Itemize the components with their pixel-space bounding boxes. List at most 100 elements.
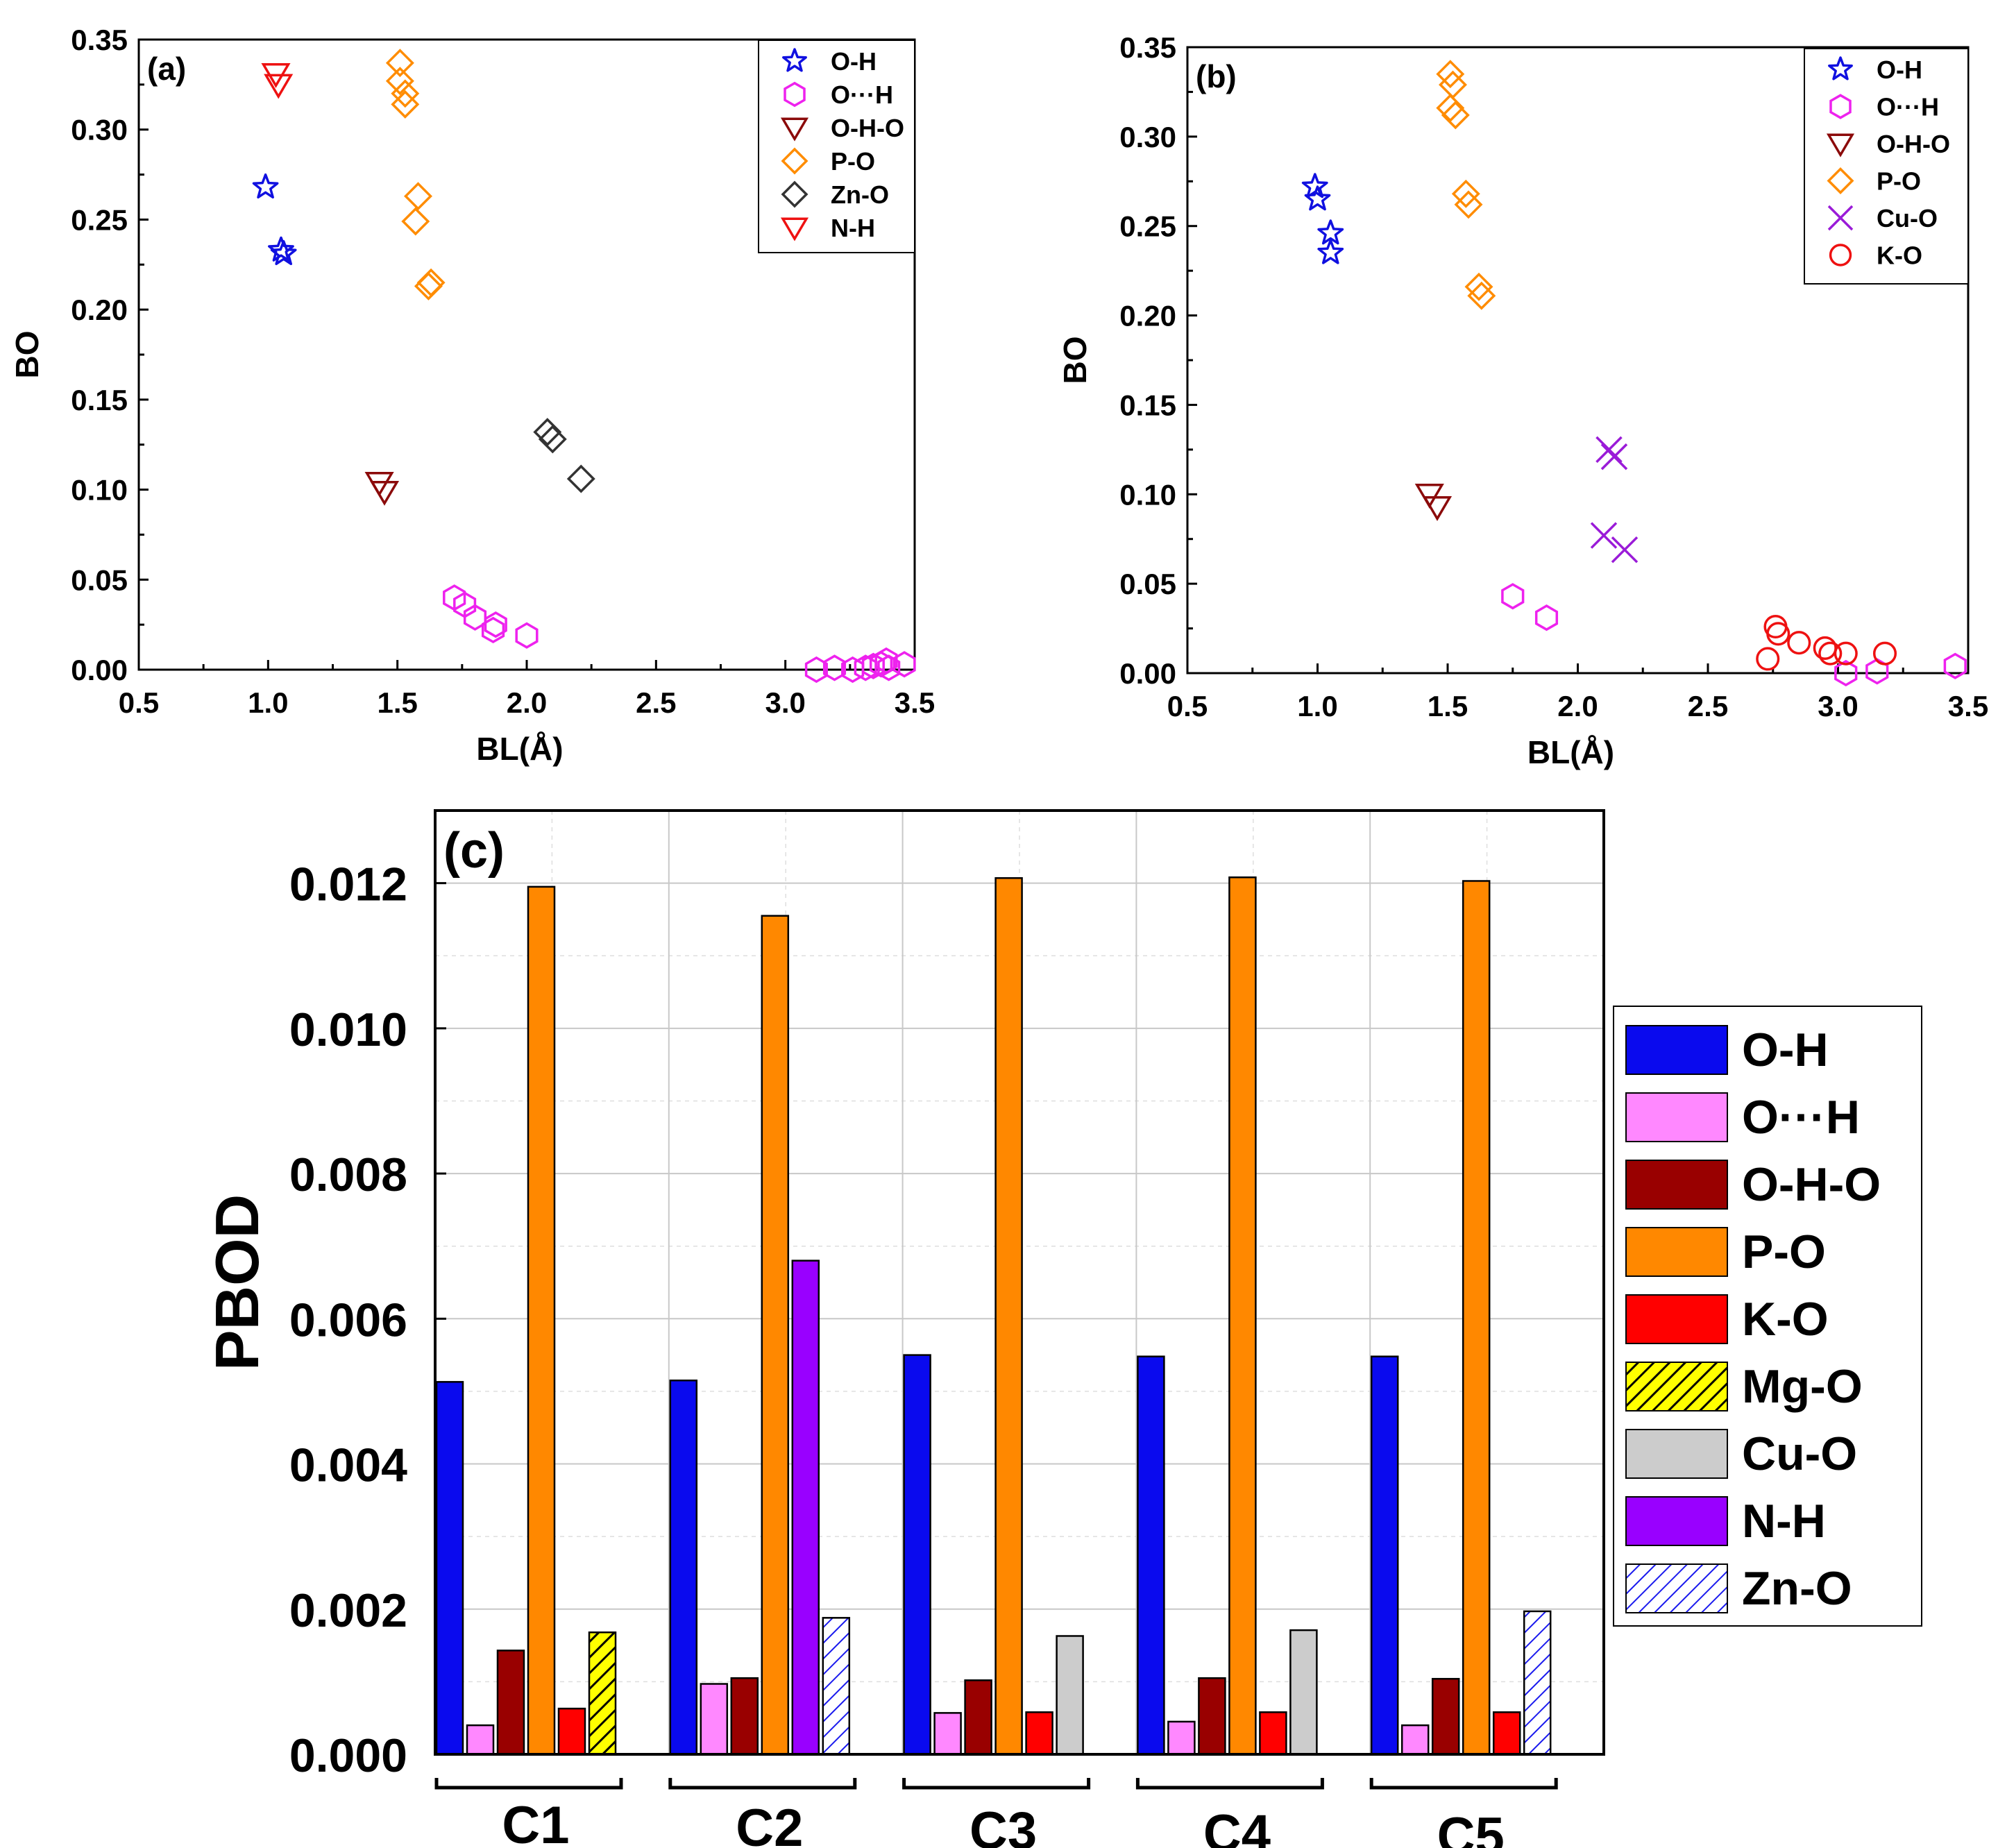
bar-c3-cu-o bbox=[1056, 1635, 1084, 1756]
bar-c3-k-o bbox=[1025, 1711, 1053, 1756]
y-tick-label: 0.10 bbox=[71, 474, 128, 507]
y-tick-label: 0.30 bbox=[71, 114, 128, 146]
y-tick-label: 0.00 bbox=[1119, 657, 1176, 690]
y-axis-label: BO bbox=[9, 331, 45, 379]
category-label-c2: C2 bbox=[736, 1799, 803, 1848]
point-o-h bbox=[804, 656, 828, 684]
x-tick-label: 2.0 bbox=[507, 686, 547, 719]
point-zn-o bbox=[533, 418, 562, 447]
x-tick-label: 3.0 bbox=[1818, 690, 1858, 722]
bar-c2-n-h bbox=[791, 1260, 820, 1756]
y-tick-label: 0.35 bbox=[1119, 31, 1176, 64]
y-tick-label: 0.35 bbox=[71, 24, 128, 56]
point-o-h bbox=[1501, 583, 1525, 610]
point-o-h bbox=[877, 654, 901, 681]
y-tick-label: 0.20 bbox=[1119, 300, 1176, 332]
legend-label-mg-o: Mg-O bbox=[1742, 1360, 1863, 1413]
point-n-h bbox=[264, 74, 294, 99]
y-axis-label: BO bbox=[1057, 337, 1093, 384]
category-label-c3: C3 bbox=[970, 1802, 1037, 1848]
point-p-o bbox=[385, 49, 414, 78]
legend-swatch-o-h bbox=[1625, 1025, 1728, 1075]
point-o-h bbox=[463, 604, 487, 631]
legend-label-zn-o: Zn-O bbox=[831, 180, 889, 209]
point-zn-o bbox=[566, 464, 595, 493]
panel-label: (a) bbox=[147, 51, 186, 87]
x-tick-label: 1.0 bbox=[248, 686, 288, 719]
x-axis-label: BL(Å) bbox=[476, 731, 563, 767]
bar-c1-mg-o bbox=[588, 1631, 617, 1756]
point-o-h-o bbox=[369, 480, 400, 506]
point-cu-o bbox=[1600, 443, 1628, 471]
x-tick-label: 2.0 bbox=[1557, 690, 1598, 722]
legend-label-o-h: O-H bbox=[831, 47, 877, 76]
series-cu-o bbox=[1590, 436, 1639, 563]
legend-swatch-o-h-o bbox=[1625, 1160, 1728, 1210]
bar-c5-o-h bbox=[1400, 1724, 1430, 1756]
bar-c2-o-h bbox=[669, 1379, 698, 1756]
legend-label-o-h: O···H bbox=[831, 80, 893, 109]
bar-c2-p-o bbox=[761, 915, 790, 1756]
y-tick-label: 0.012 bbox=[289, 858, 407, 911]
series-p-o bbox=[1436, 60, 1496, 310]
point-cu-o bbox=[1590, 522, 1618, 549]
point-p-o bbox=[1451, 179, 1480, 208]
y-tick-label: 0.10 bbox=[1119, 478, 1176, 511]
legend: O-H O···H O-H-O P-O Cu-O K-O bbox=[1804, 48, 1969, 285]
legend-marker-o-h bbox=[1828, 56, 1853, 80]
legend-label-p-o: P-O bbox=[1742, 1226, 1826, 1278]
bar-c1-o-h bbox=[435, 1381, 464, 1756]
legend-label-k-o: K-O bbox=[1877, 241, 1922, 270]
point-cu-o bbox=[1611, 536, 1639, 563]
point-k-o bbox=[1872, 641, 1897, 666]
bar-c5-o-h bbox=[1370, 1355, 1399, 1756]
legend-marker-cu-o bbox=[1827, 205, 1854, 231]
group-bracket bbox=[434, 1778, 623, 1790]
point-p-o bbox=[391, 79, 420, 108]
legend-label-p-o: P-O bbox=[831, 147, 875, 176]
x-tick-label: 0.5 bbox=[1167, 690, 1208, 722]
point-o-h bbox=[1834, 659, 1858, 687]
y-tick-label: 0.15 bbox=[71, 384, 128, 416]
legend: O-H O···H O-H-O P-O Zn-O N-H bbox=[758, 40, 915, 253]
y-tick-label: 0.05 bbox=[1119, 568, 1176, 600]
series-o-h-o bbox=[364, 471, 400, 506]
point-p-o bbox=[404, 182, 432, 211]
point-p-o bbox=[1441, 101, 1470, 130]
legend-marker-p-o bbox=[781, 147, 808, 175]
bar-group-c2 bbox=[668, 915, 857, 1790]
legend-swatch-k-o bbox=[1625, 1294, 1728, 1344]
point-p-o bbox=[401, 207, 430, 236]
y-tick-label: 0.20 bbox=[71, 294, 128, 326]
bar-c4-o-h bbox=[1167, 1720, 1196, 1756]
group-bracket bbox=[902, 1778, 1091, 1790]
legend-label-cu-o: Cu-O bbox=[1877, 204, 1938, 232]
legend-marker-k-o bbox=[1829, 244, 1852, 266]
point-o-h bbox=[268, 236, 294, 262]
point-o-h-o bbox=[1422, 496, 1453, 521]
bar-group-c4 bbox=[1135, 876, 1324, 1790]
series-o-h bbox=[252, 173, 297, 266]
bar-c2-o-h-o bbox=[730, 1677, 759, 1756]
point-k-o bbox=[1818, 641, 1843, 666]
legend-swatch-p-o bbox=[1625, 1227, 1728, 1277]
bar-c5-k-o bbox=[1492, 1711, 1521, 1756]
group-bracket bbox=[1369, 1778, 1558, 1790]
x-tick-label: 3.5 bbox=[1948, 690, 1988, 722]
bar-c1-o-h-o bbox=[496, 1650, 525, 1756]
legend-marker-o-h bbox=[784, 81, 806, 108]
x-tick-label: 3.5 bbox=[895, 686, 935, 719]
legend-marker-o-h bbox=[782, 48, 807, 72]
series-o-h bbox=[1501, 583, 1967, 687]
panel-a-scatter: 0.5 1.0 1.5 2.0 2.5 3.0 3.5 0.00 0.05 0.10 0.15 0.2… bbox=[9, 24, 935, 767]
x-tick-label: 2.5 bbox=[1688, 690, 1728, 722]
series-zn-o bbox=[533, 418, 595, 493]
point-o-h bbox=[1317, 219, 1344, 245]
x-tick-label: 3.0 bbox=[765, 686, 805, 719]
x-tick-label: 1.5 bbox=[1428, 690, 1468, 722]
category-label-c1: C1 bbox=[502, 1796, 569, 1848]
bar-c4-o-h-o bbox=[1198, 1677, 1226, 1756]
y-tick-label: 0.00 bbox=[71, 654, 128, 686]
point-o-h bbox=[1865, 658, 1889, 685]
y-tick-label: 0.25 bbox=[1119, 210, 1176, 243]
